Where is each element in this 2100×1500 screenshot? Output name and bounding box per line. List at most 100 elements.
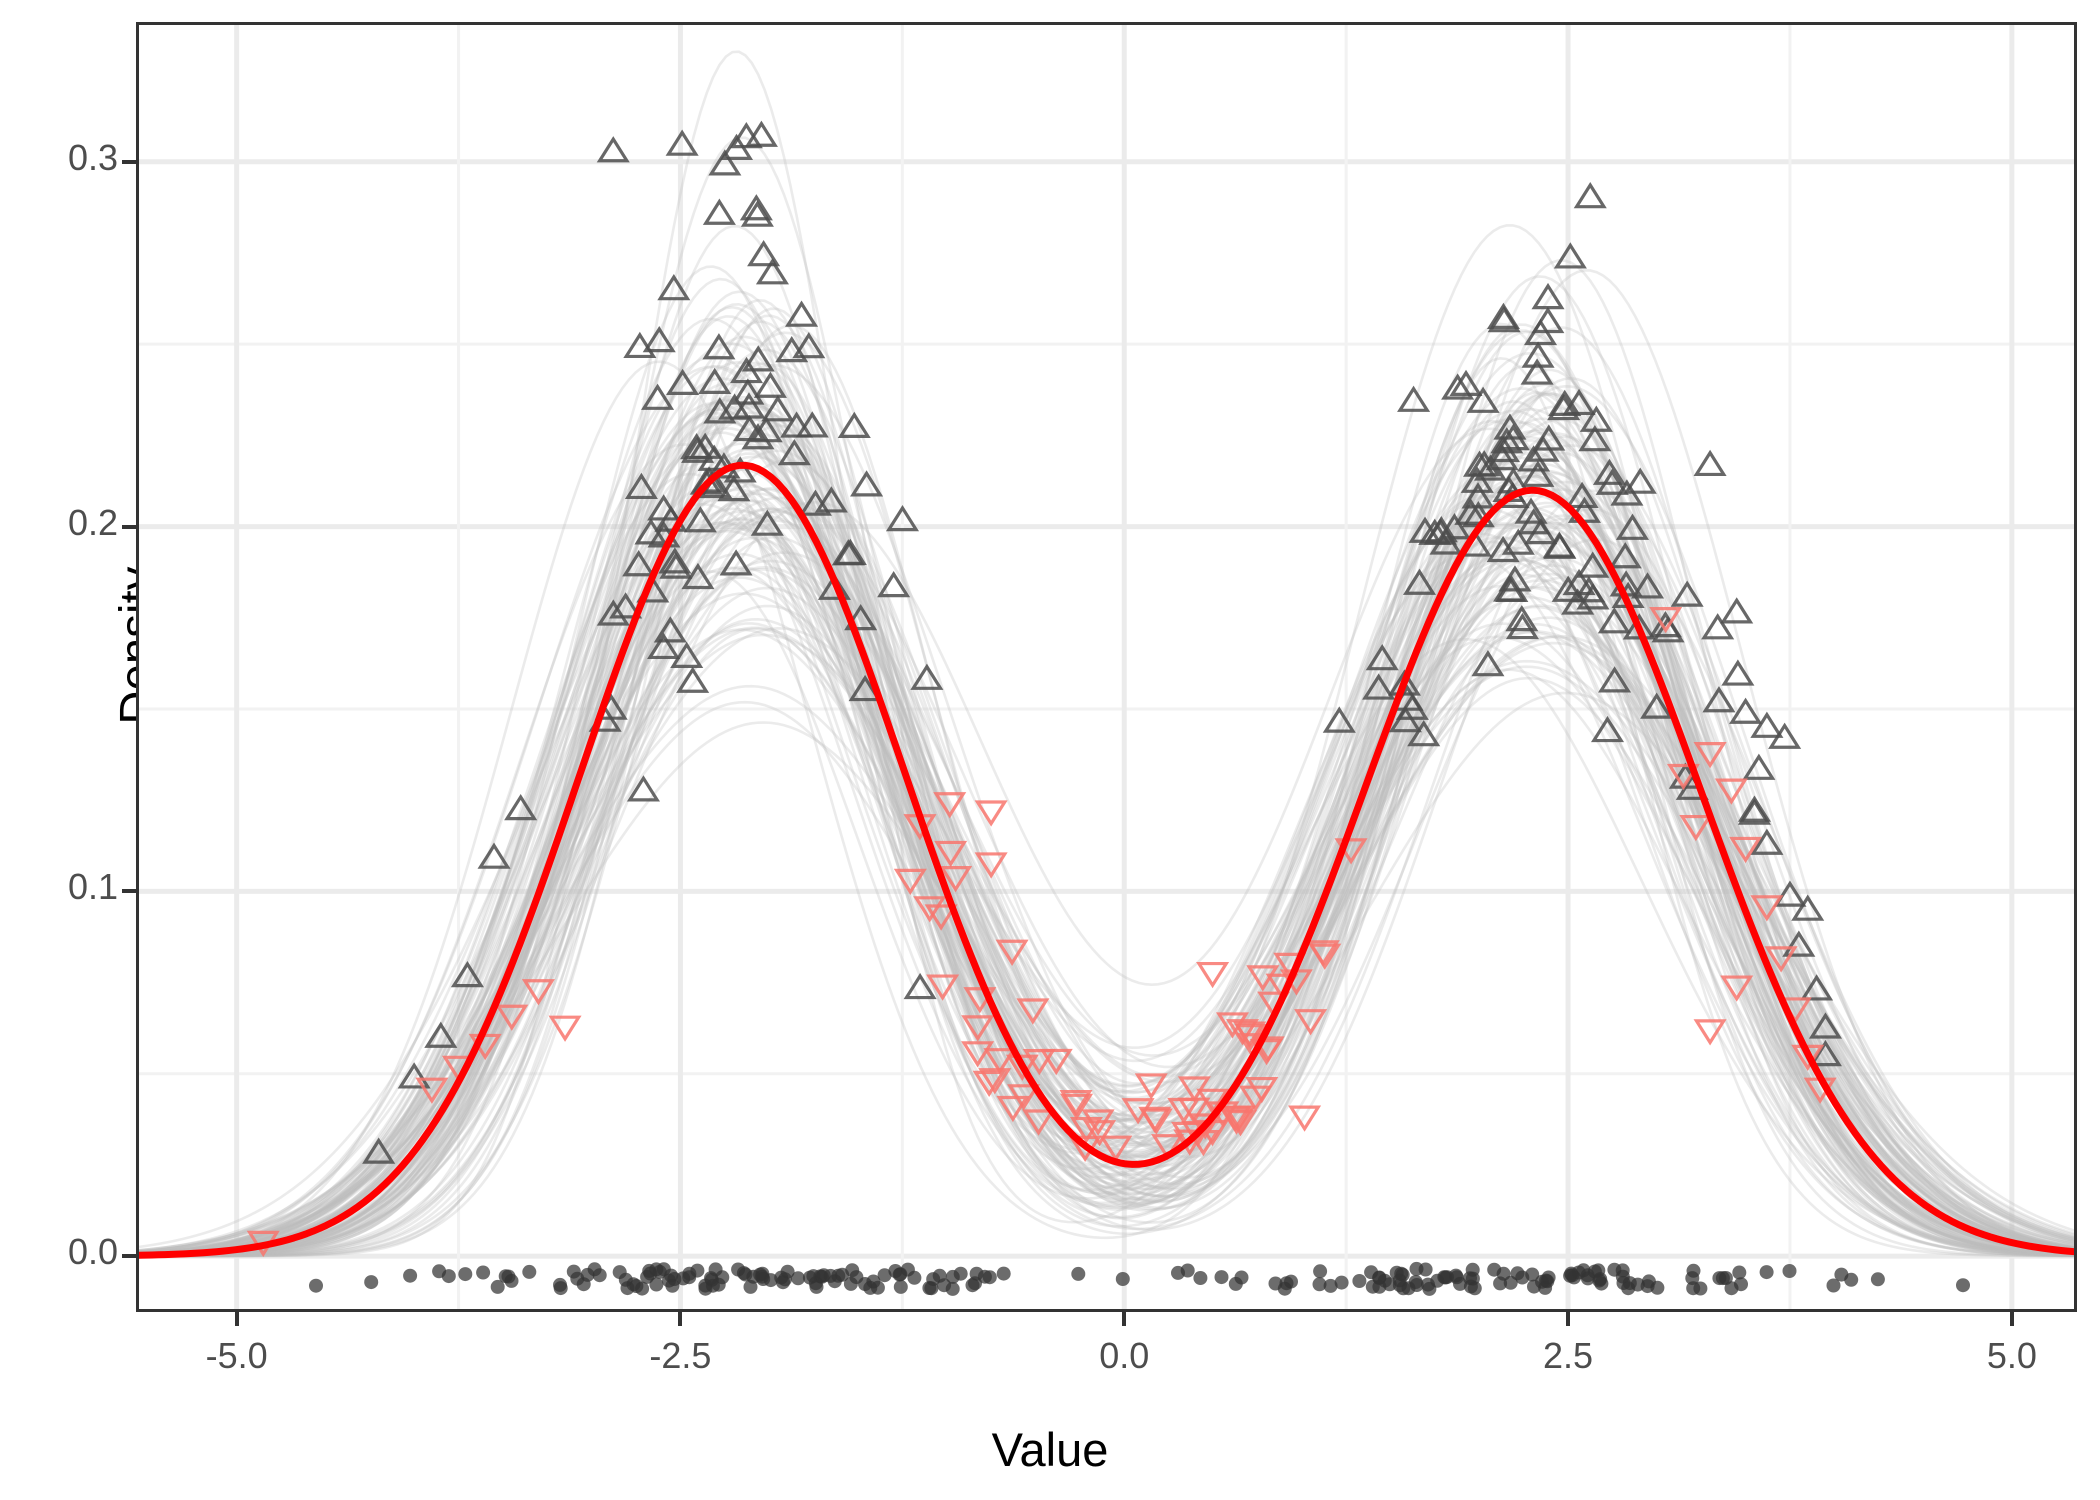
rug-point — [490, 1279, 505, 1294]
rug-point — [1527, 1279, 1541, 1294]
triangle-up-marker — [1630, 572, 1665, 599]
triangle-up-marker — [647, 632, 681, 660]
rug-point — [1826, 1278, 1841, 1293]
triangle-up-marker — [761, 395, 795, 422]
triangle-down-marker — [1151, 1134, 1185, 1161]
bootstrap-curve — [139, 224, 2074, 1258]
rug-point — [1759, 1265, 1774, 1280]
bootstrap-curve — [139, 377, 2074, 1256]
bootstrap-curve — [139, 459, 2074, 1258]
triangle-up-marker — [683, 506, 717, 533]
triangle-down-marker — [978, 1068, 1012, 1095]
triangle-up-marker — [1365, 644, 1399, 671]
bootstrap-curve — [139, 521, 2074, 1255]
bootstrap-curve — [139, 452, 2074, 1258]
rug-point — [849, 1270, 864, 1285]
triangle-up-marker — [1768, 722, 1802, 749]
bootstrap-curve — [139, 400, 2074, 1258]
triangle-up-marker — [1553, 242, 1587, 269]
triangle-up-marker — [744, 120, 778, 147]
rug-point — [403, 1268, 418, 1283]
y-tick-mark — [122, 524, 136, 529]
rug-point — [309, 1278, 323, 1293]
rug-point — [1834, 1267, 1849, 1282]
triangle-up-marker — [1590, 715, 1625, 743]
x-tick-label: 0.0 — [1099, 1335, 1150, 1376]
rug-point — [441, 1269, 456, 1284]
triangle-up-marker — [1562, 568, 1596, 596]
bootstrap-curve — [139, 559, 2074, 1255]
rug-point — [877, 1268, 892, 1283]
grid-lines — [139, 25, 2074, 1309]
triangle-up-marker — [1800, 974, 1834, 1001]
rug-point — [1071, 1266, 1086, 1281]
triangle-down-marker — [983, 1048, 1017, 1075]
triangle-down-marker — [1099, 1135, 1133, 1162]
x-tick-label: 5.0 — [1986, 1335, 2037, 1376]
rug-point — [1323, 1278, 1338, 1293]
rug-point — [1686, 1281, 1701, 1296]
x-tick-mark — [234, 1312, 239, 1326]
triangle-up-marker — [1742, 753, 1776, 780]
bootstrap-curve — [139, 351, 2074, 1257]
rug-point — [893, 1279, 908, 1294]
triangle-up-marker — [1424, 516, 1458, 543]
triangle-down-marker — [961, 1015, 995, 1042]
triangle-up-marker — [1454, 498, 1488, 525]
triangle-up-marker — [1702, 686, 1736, 713]
triangle-up-marker — [1595, 468, 1629, 495]
main-density-path — [139, 461, 2074, 1259]
triangle-up-marker — [1322, 706, 1356, 733]
triangle-up-marker — [1466, 386, 1500, 413]
bootstrap-curve — [139, 443, 2074, 1254]
triangle-up-marker — [833, 538, 867, 565]
triangle-up-marker — [837, 411, 871, 438]
triangle-up-marker — [1517, 508, 1551, 535]
y-tick-label: 0.3 — [67, 136, 118, 178]
triangle-down-marker — [913, 896, 947, 923]
triangle-up-marker — [1362, 673, 1396, 700]
rug-point — [1503, 1275, 1518, 1290]
rug-point — [1622, 1276, 1637, 1291]
bootstrap-curve — [139, 315, 2074, 1258]
triangle-up-marker — [670, 641, 704, 668]
triangle-up-marker — [1791, 894, 1825, 921]
triangle-up-marker — [697, 444, 731, 471]
triangle-up-marker — [1408, 516, 1442, 543]
triangle-up-marker — [739, 194, 773, 221]
bootstrap-curve — [139, 496, 2074, 1255]
rug-point — [996, 1266, 1011, 1281]
triangle-down-marker — [1223, 1110, 1258, 1137]
rug-point — [965, 1278, 980, 1293]
triangle-up-marker — [780, 411, 814, 438]
triangle-up-marker — [1670, 580, 1704, 607]
triangle-up-marker — [1623, 467, 1657, 494]
rug-point — [1372, 1270, 1387, 1285]
triangle-up-marker — [1461, 482, 1495, 509]
bootstrap-curve — [139, 442, 2074, 1256]
triangle-up-marker — [397, 1062, 431, 1089]
triangle-down-marker — [1016, 998, 1050, 1025]
triangle-up-marker — [702, 333, 736, 360]
triangle-down-marker — [939, 866, 973, 893]
triangle-up-marker — [1808, 1012, 1843, 1039]
triangle-up-marker — [1592, 458, 1627, 485]
rug-point — [763, 1273, 778, 1288]
triangle-down-marker — [1714, 778, 1748, 805]
triangle-down-marker — [996, 1095, 1030, 1123]
triangle-down-marker — [1649, 607, 1683, 634]
triangle-up-marker — [848, 674, 882, 702]
bootstrap-curve — [139, 307, 2074, 1258]
triangle-up-marker — [1808, 1039, 1843, 1067]
triangle-up-marker — [1597, 607, 1631, 634]
triangle-up-marker — [731, 378, 765, 405]
bootstrap-curve — [139, 447, 2074, 1257]
triangle-down-marker — [1060, 1093, 1094, 1120]
rug-point — [1312, 1277, 1327, 1292]
triangle-up-marker — [741, 423, 775, 450]
bootstrap-curve — [139, 532, 2074, 1256]
rug-point — [1724, 1281, 1739, 1296]
triangle-up-marker — [747, 240, 781, 267]
triangle-up-marker — [903, 972, 937, 1000]
